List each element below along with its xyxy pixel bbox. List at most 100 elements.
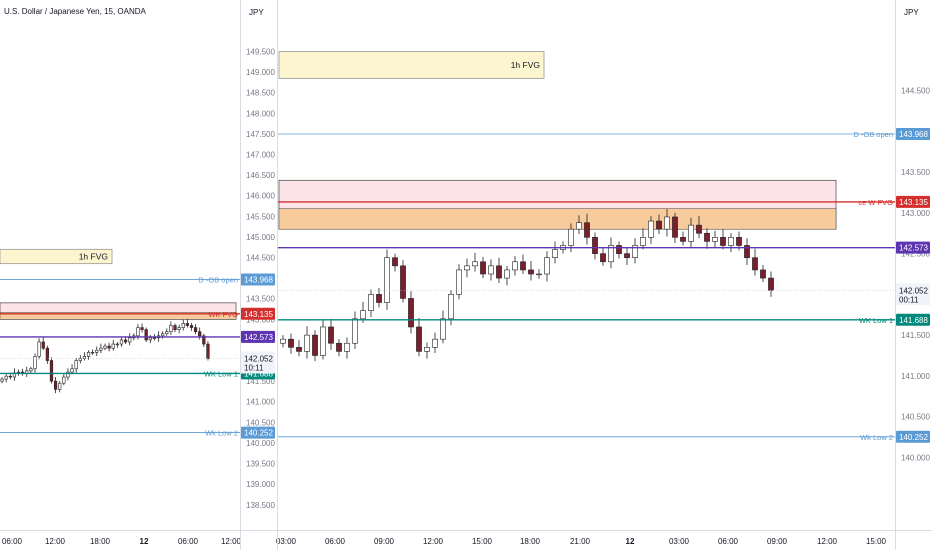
candle-body <box>424 347 430 352</box>
candle-body <box>288 338 294 348</box>
candle-body <box>648 220 654 238</box>
fvg-1h-zone <box>278 51 545 79</box>
candle-body <box>136 327 140 337</box>
right-chart-plot[interactable]: JPY144.500144.000143.500143.000142.50014… <box>276 0 932 546</box>
candle-body <box>768 277 774 291</box>
level-price-tag <box>896 313 930 326</box>
current-price-box <box>896 283 930 306</box>
candle-body <box>91 351 95 354</box>
candle-body <box>384 257 390 303</box>
candle-body <box>400 265 406 299</box>
level-price-text: 141.688 <box>244 369 273 378</box>
y-tick-label: 143.500 <box>246 295 275 304</box>
candle-body <box>600 253 606 263</box>
candle-body <box>752 257 758 271</box>
price-axis <box>241 0 277 530</box>
candle-body <box>107 345 111 349</box>
candle-body <box>392 257 398 267</box>
x-tick-label: 15:00 <box>866 537 887 546</box>
x-tick-label: 06:00 <box>178 537 199 546</box>
level-price-text: 143.968 <box>244 275 273 284</box>
candle-body <box>70 368 74 373</box>
x-tick-label: 12:00 <box>817 537 838 546</box>
candle-body <box>115 343 119 346</box>
y-tick-label: 139.000 <box>246 480 275 489</box>
level-price-text: 143.135 <box>899 198 928 207</box>
candle-body <box>62 376 66 384</box>
y-tick-label: 144.500 <box>246 254 275 263</box>
fvg-1h-zone <box>0 248 113 265</box>
level-price-text: 142.573 <box>899 244 928 253</box>
level-label: Wk Low 2 <box>205 429 238 438</box>
candle-body <box>173 325 177 330</box>
level-price-tag <box>241 273 275 286</box>
y-tick-label: 138.500 <box>246 501 275 510</box>
candle-body <box>704 232 710 242</box>
x-tick-label: 12:00 <box>221 537 242 546</box>
candle-body <box>161 333 165 337</box>
candle-body <box>496 265 502 279</box>
candle-body <box>328 326 334 344</box>
y-tick-label: 140.500 <box>901 413 930 422</box>
candle-body <box>760 269 766 279</box>
y-tick-label: 140.000 <box>246 439 275 448</box>
chart-legend: U.S. Dollar / Japanese Yen, 15, OANDA <box>4 7 147 16</box>
y-tick-label: 147.000 <box>246 151 275 160</box>
level-price-tag <box>896 128 930 141</box>
candle-body <box>312 334 318 356</box>
countdown-text: 10:11 <box>244 363 264 372</box>
y-tick-label: 149.000 <box>246 68 275 77</box>
candle-body <box>296 347 302 352</box>
y-tick-label: 146.000 <box>246 192 275 201</box>
candle-body <box>688 224 694 242</box>
price-axis <box>896 0 932 530</box>
candle-body <box>456 269 462 295</box>
x-tick-label: 15:00 <box>472 537 493 546</box>
candle-body <box>576 222 582 230</box>
level-price-tag <box>896 430 930 443</box>
level-price-tag <box>896 195 930 208</box>
candle-body <box>616 245 622 254</box>
level-price-text: 141.688 <box>899 316 928 325</box>
x-tick-label: 09:00 <box>767 537 788 546</box>
candle-body <box>720 237 726 246</box>
candle-body <box>177 327 181 330</box>
y-tick-label: 146.500 <box>246 171 275 180</box>
candle-body <box>416 326 422 352</box>
candle-body <box>640 237 646 246</box>
candle-body <box>66 371 70 378</box>
y-tick-label: 142.500 <box>901 250 930 259</box>
candle-body <box>206 343 210 359</box>
candle-body <box>82 356 87 359</box>
y-tick-label: 140.000 <box>901 453 930 462</box>
candle-body <box>8 375 12 378</box>
candle-body <box>344 342 350 352</box>
candle-body <box>352 318 358 344</box>
y-tick-label: 148.000 <box>246 109 275 118</box>
candle-body <box>368 294 374 311</box>
candle-body <box>584 222 590 238</box>
left-chart-plot[interactable]: U.S. Dollar / Japanese Yen, 15, OANDA JPY… <box>0 0 277 546</box>
candle-body <box>181 323 185 328</box>
candle-body <box>360 310 366 320</box>
currency-label: JPY <box>904 8 919 17</box>
ob-zone <box>0 312 237 320</box>
candle-body <box>37 341 41 357</box>
level-label: WK Low 1 <box>204 369 238 378</box>
candle-body <box>119 339 124 345</box>
level-price-tag <box>241 307 275 320</box>
level-label: D -OB open <box>198 275 238 284</box>
level-price-text: 143.968 <box>899 130 928 139</box>
candle-body <box>45 347 49 361</box>
candle-body <box>128 337 132 343</box>
y-tick-label: 144.500 <box>901 87 930 96</box>
y-tick-label: 141.000 <box>246 398 275 407</box>
candle-body <box>198 331 202 337</box>
candle-body <box>376 294 382 303</box>
x-tick-label: 03:00 <box>669 537 690 546</box>
candle-body <box>696 224 702 234</box>
candle-body <box>480 261 486 275</box>
candle-body <box>736 237 742 246</box>
x-tick-label: 12:00 <box>45 537 66 546</box>
